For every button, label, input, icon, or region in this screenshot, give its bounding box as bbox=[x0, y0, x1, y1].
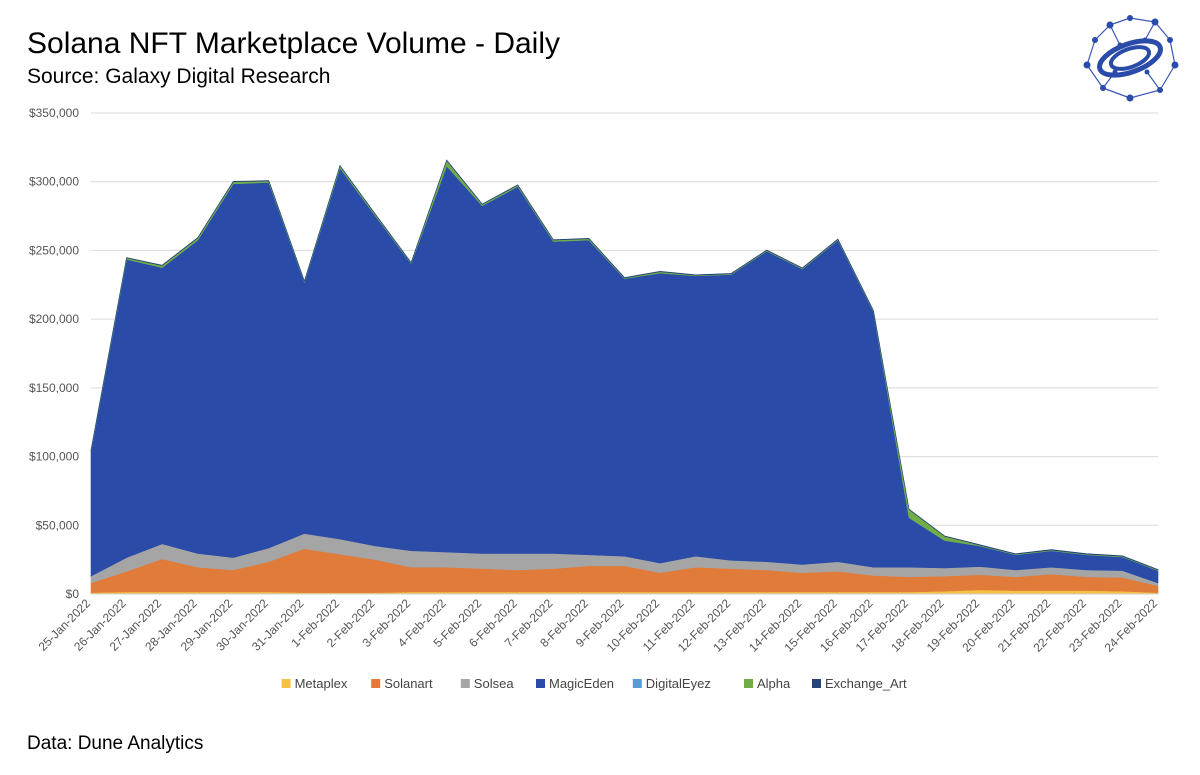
legend-label-alpha: Alpha bbox=[757, 676, 791, 691]
y-tick-label: $50,000 bbox=[36, 518, 80, 532]
y-tick-label: $200,000 bbox=[29, 312, 79, 326]
legend-label-magiceden: MagicEden bbox=[549, 676, 614, 691]
y-axis-ticks: $0 $50,000 $100,000 $150,000 $200,000 $250,00… bbox=[29, 106, 79, 601]
legend-swatch-metaplex bbox=[281, 679, 291, 688]
legend: Metaplex Solanart Solsea MagicEden DigitalEy… bbox=[281, 676, 907, 691]
y-tick-label: $0 bbox=[66, 587, 80, 601]
y-tick-label: $350,000 bbox=[29, 106, 79, 120]
data-source-note: Data: Dune Analytics bbox=[27, 733, 204, 754]
stacked-areas bbox=[90, 159, 1159, 595]
legend-swatch-magiceden bbox=[536, 679, 545, 688]
y-tick-label: $250,000 bbox=[29, 243, 79, 257]
legend-swatch-solanart bbox=[371, 679, 381, 688]
legend-label-solsea: Solsea bbox=[474, 676, 515, 691]
legend-swatch-digitaleyez bbox=[632, 679, 642, 688]
legend-swatch-solsea bbox=[460, 679, 470, 688]
legend-label-exchange-art: Exchange_Art bbox=[825, 676, 907, 691]
legend-label-metaplex: Metaplex bbox=[295, 676, 348, 691]
y-tick-label: $150,000 bbox=[29, 381, 79, 395]
area-exchange-art bbox=[90, 159, 1159, 571]
y-tick-label: $100,000 bbox=[29, 450, 79, 464]
galaxy-logo-icon bbox=[1083, 15, 1179, 102]
y-tick-label: $300,000 bbox=[29, 175, 79, 189]
x-axis-ticks: 25-Jan-202226-Jan-202227-Jan-202228-Jan-… bbox=[36, 596, 1161, 655]
legend-label-digitaleyez: DigitalEyez bbox=[646, 676, 711, 691]
chart-title: Solana NFT Marketplace Volume - Daily bbox=[27, 27, 560, 60]
legend-swatch-alpha bbox=[744, 679, 753, 688]
chart-subtitle: Source: Galaxy Digital Research bbox=[27, 65, 331, 88]
area-magiceden bbox=[90, 165, 1159, 584]
legend-label-solanart: Solanart bbox=[384, 676, 433, 691]
legend-swatch-exchange-art bbox=[812, 679, 821, 688]
